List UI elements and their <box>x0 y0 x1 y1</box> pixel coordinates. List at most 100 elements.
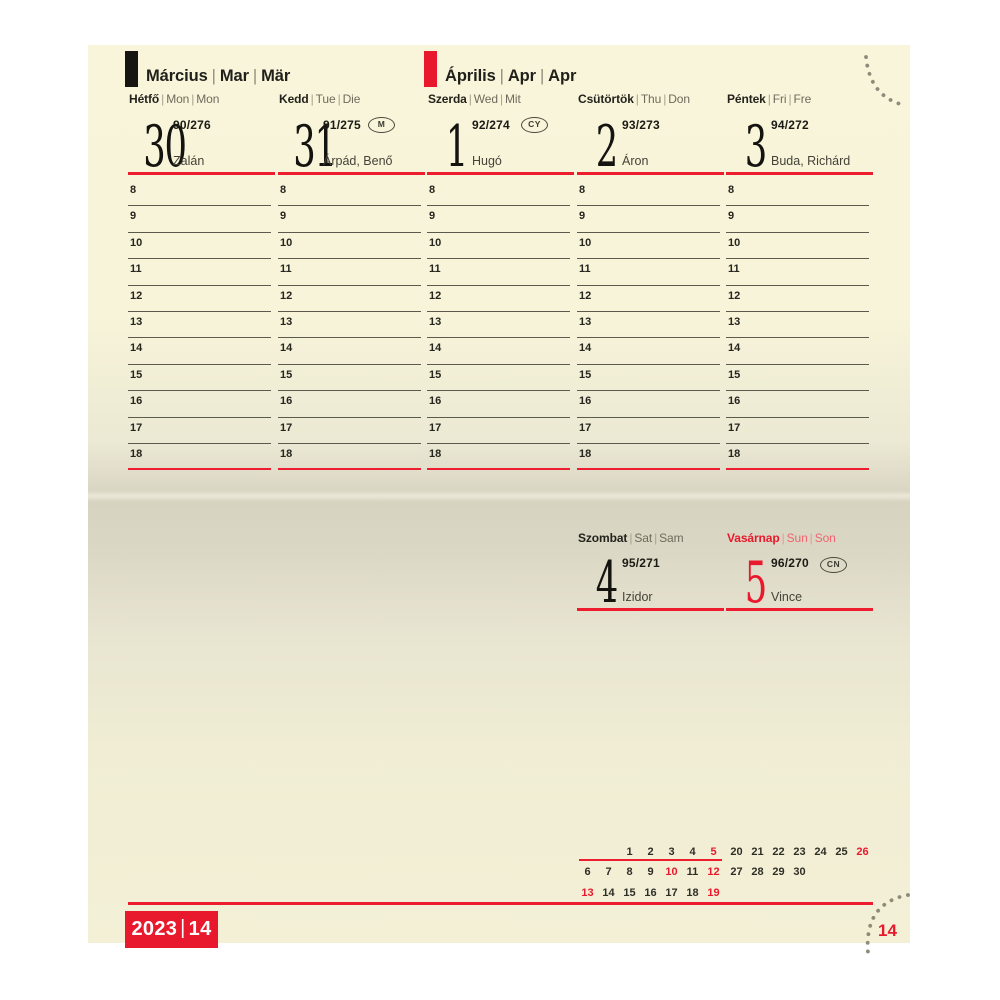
day-column-sunday: Vasárnap | Sun | Son 5 96/270 CN Vince <box>726 45 873 943</box>
date-block: 4 95/271 Izidor <box>577 553 724 611</box>
mini-calendar-day: 26 <box>856 846 869 858</box>
name-day: Árpád, Benő <box>323 154 393 168</box>
hour-label: 8 <box>429 184 436 196</box>
day-name-de: Sam <box>659 531 684 545</box>
mini-calendar-day: 6 <box>584 866 591 879</box>
hour-label: 14 <box>280 342 293 355</box>
hour-row: 8 <box>278 180 421 207</box>
day-name-en: Mon <box>166 92 190 106</box>
hour-row: 12 <box>278 286 421 312</box>
hour-label: 12 <box>130 289 143 302</box>
hour-label: 18 <box>579 447 592 460</box>
hour-row: 17 <box>128 418 271 444</box>
month-name-de: Mär <box>261 67 291 85</box>
hour-row: 11 <box>577 259 720 286</box>
mini-calendar-day: 28 <box>751 866 764 879</box>
hour-label: 13 <box>429 315 442 328</box>
hour-row: 11 <box>128 259 271 286</box>
date-number: 31 <box>293 113 337 180</box>
day-header: Péntek | Fri | Fre <box>727 92 811 106</box>
mini-calendar-day: 25 <box>835 846 848 858</box>
hour-label: 18 <box>130 447 143 460</box>
hour-row: 14 <box>726 338 869 365</box>
month-name-local: Március <box>146 67 208 85</box>
hour-label: 13 <box>130 315 143 328</box>
hour-label: 16 <box>280 395 293 408</box>
footer-rule <box>128 902 873 905</box>
hour-label: 14 <box>579 342 592 355</box>
day-name-local: Vasárnap <box>727 531 780 545</box>
date-number: 5 <box>744 549 767 616</box>
hour-row: 8 <box>427 180 570 207</box>
hour-grid: 8 9 10 11 12 13 14 15 16 17 18 <box>726 180 869 471</box>
hour-label: 11 <box>429 263 441 276</box>
month-name-en: Mar <box>219 67 249 85</box>
hour-label: 10 <box>429 236 442 249</box>
date-block: 30 90/276 Zalán <box>128 115 275 175</box>
hour-row: 18 <box>726 444 869 471</box>
name-day: Vince <box>771 590 803 604</box>
hour-label: 15 <box>280 368 293 381</box>
hour-row: 17 <box>278 418 421 444</box>
hour-row: 15 <box>128 365 271 392</box>
hour-label: 13 <box>579 315 592 328</box>
hour-row: 15 <box>726 365 869 392</box>
pipe-separator: | <box>468 92 472 106</box>
mini-calendar-day: 4 <box>689 846 696 858</box>
hour-row: 15 <box>427 365 570 392</box>
hour-row: 13 <box>726 312 869 339</box>
day-column-monday: Hétfő | Mon | Mon 30 90/276 Zalán 8 9 10 11 12 13… <box>128 45 275 943</box>
day-name-local: Kedd <box>279 92 309 106</box>
pipe-separator: | <box>629 531 633 545</box>
date-number: 1 <box>445 113 468 180</box>
day-header: Vasárnap | Sun | Son <box>727 531 836 545</box>
pipe-separator: | <box>161 92 165 106</box>
hour-label: 18 <box>728 447 741 460</box>
hour-row: 10 <box>726 233 869 260</box>
hour-label: 10 <box>130 236 143 249</box>
hour-label: 11 <box>579 263 591 276</box>
pipe-separator: | <box>191 92 195 106</box>
pipe-separator: | <box>499 92 503 106</box>
day-name-local: Csütörtök <box>578 92 634 106</box>
day-name-de: Mit <box>505 92 521 106</box>
hour-label: 17 <box>280 421 293 434</box>
mini-calendar-day: 3 <box>668 846 675 858</box>
hour-row: 9 <box>726 206 869 233</box>
dotted-arc-decoration-top <box>864 55 906 107</box>
hour-label: 13 <box>280 315 293 328</box>
page-number: 14 <box>878 921 897 940</box>
hour-row: 16 <box>278 391 421 418</box>
hour-label: 14 <box>429 342 442 355</box>
hour-grid: 8 9 10 11 12 13 14 15 16 17 18 <box>278 180 421 471</box>
hour-row: 15 <box>577 365 720 392</box>
hour-label: 16 <box>579 395 592 408</box>
mini-calendar-day: 10 <box>665 866 678 879</box>
hour-row: 12 <box>427 286 570 312</box>
hour-row: 10 <box>278 233 421 260</box>
pipe-separator: | <box>788 92 792 106</box>
hour-label: 9 <box>280 210 287 223</box>
hour-row: 10 <box>427 233 570 260</box>
pipe-separator: | <box>635 92 639 106</box>
mini-calendar-day: 22 <box>772 846 785 858</box>
day-name-local: Péntek <box>727 92 766 106</box>
hour-row: 9 <box>427 206 570 233</box>
day-name-en: Sat <box>634 531 653 545</box>
date-number: 4 <box>595 549 618 616</box>
name-day: Izidor <box>622 590 653 604</box>
mini-calendar-day: 15 <box>623 886 636 899</box>
date-block: 31 91/275 M Árpád, Benő <box>278 115 425 175</box>
day-of-year: 95/271 <box>622 556 660 570</box>
pipe-separator: | <box>310 92 314 106</box>
hour-label: 12 <box>429 289 442 302</box>
pipe-separator: | <box>539 67 545 85</box>
hour-label: 17 <box>429 421 442 434</box>
month-title: Március | Mar | Mär <box>146 67 290 87</box>
hour-label: 10 <box>280 236 293 249</box>
date-block: 5 96/270 CN Vince <box>726 553 873 611</box>
hour-row: 12 <box>726 286 869 312</box>
day-name-de: Die <box>342 92 361 106</box>
hour-label: 10 <box>728 236 741 249</box>
day-name-en: Sun <box>786 531 808 545</box>
